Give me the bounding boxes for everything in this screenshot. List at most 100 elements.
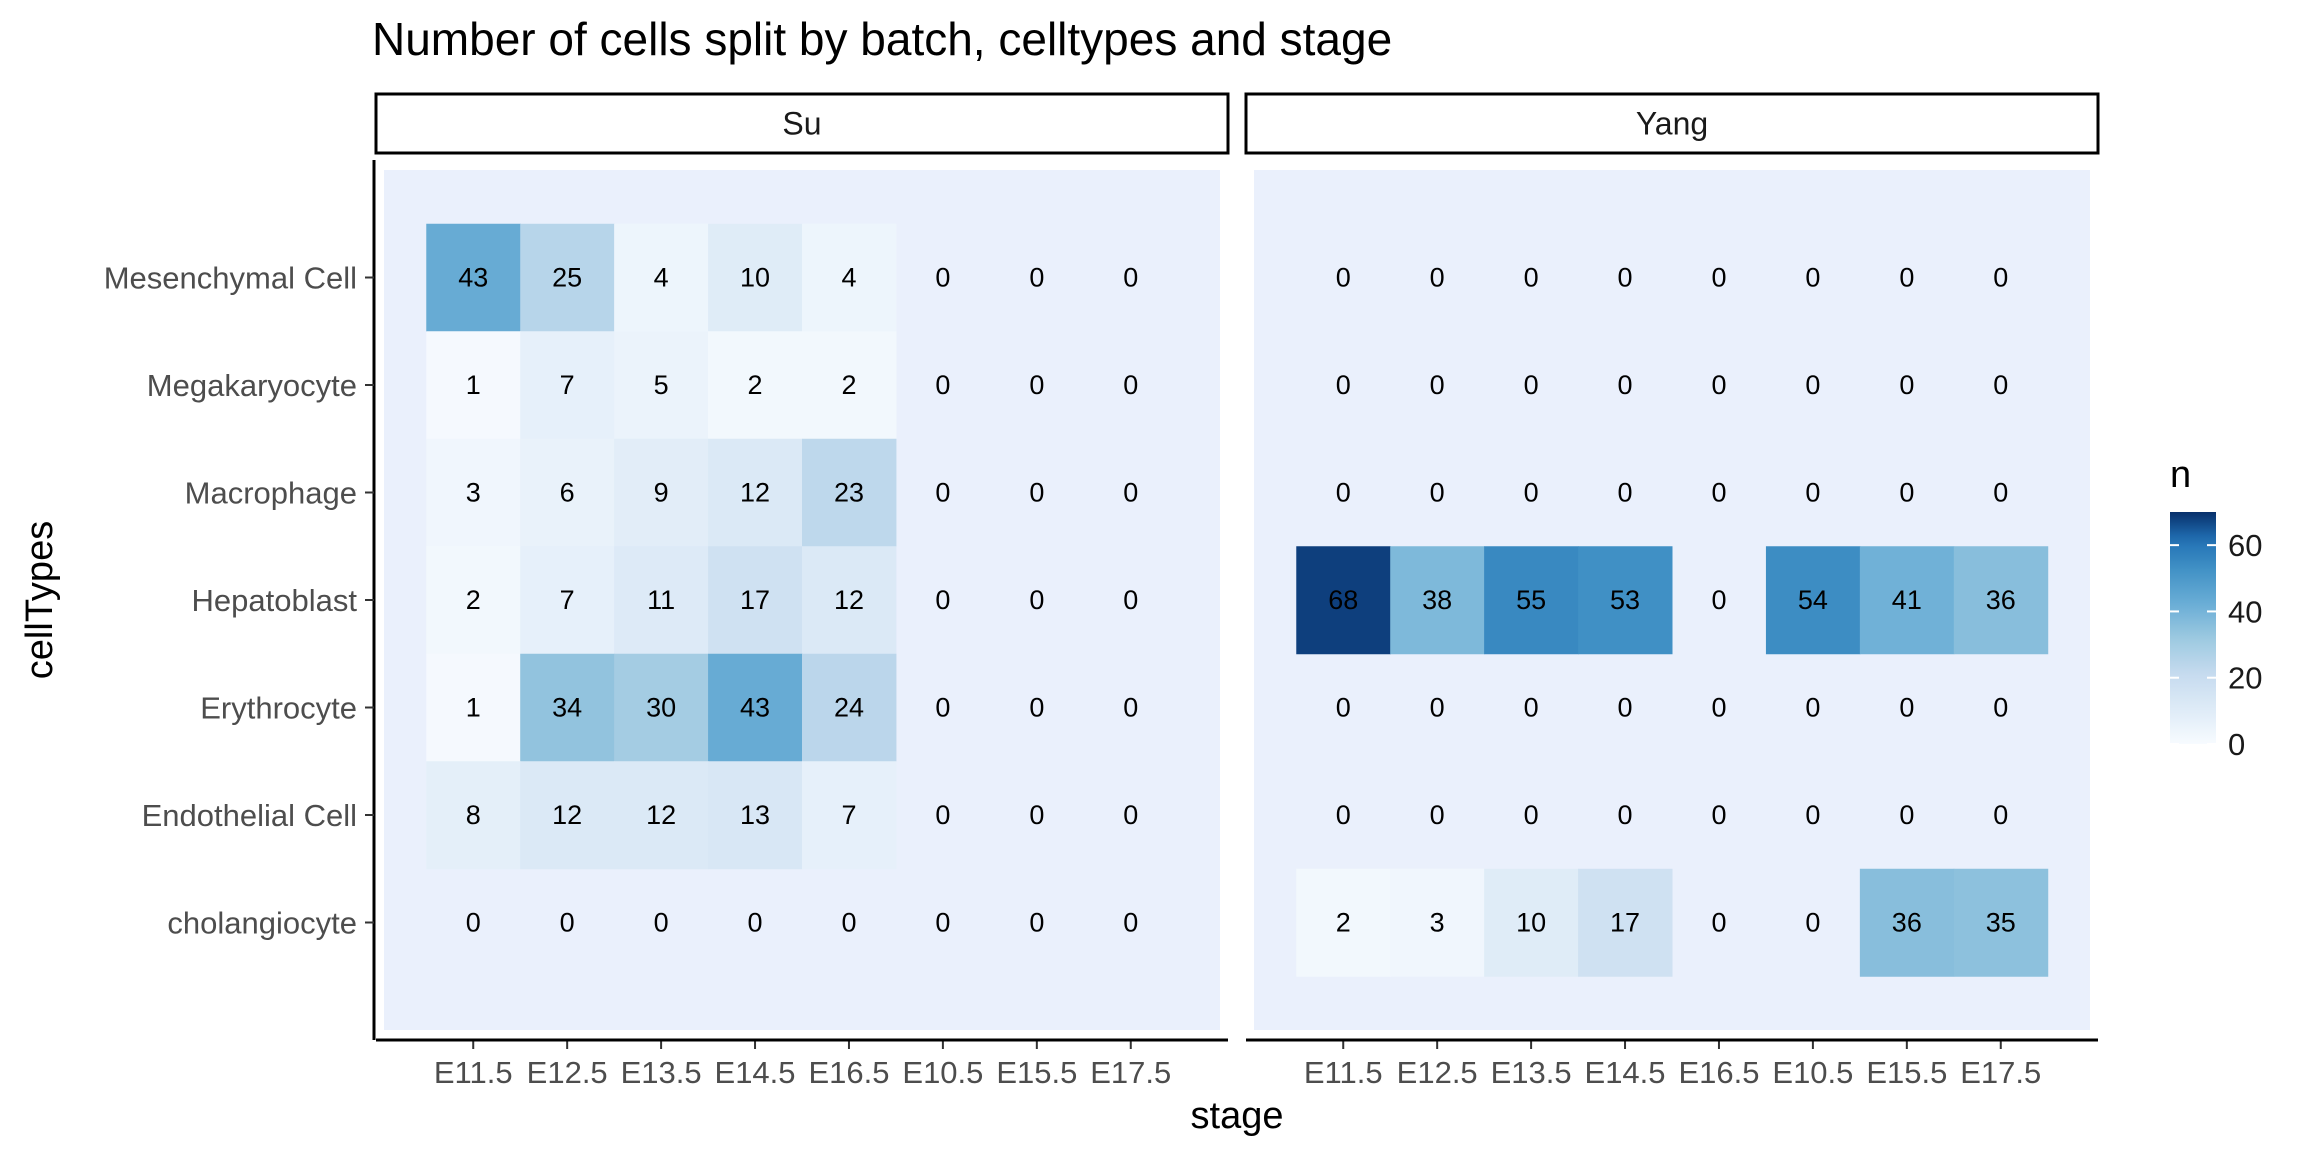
cell-value-label: 4 bbox=[841, 263, 856, 293]
x-tick-label: E10.5 bbox=[902, 1055, 983, 1090]
x-tick-label: E12.5 bbox=[527, 1055, 608, 1090]
cell-value-label: 12 bbox=[552, 800, 582, 830]
heatmap-cell bbox=[708, 223, 803, 332]
cell-value-label: 41 bbox=[1892, 585, 1922, 615]
cell-value-label: 0 bbox=[1993, 800, 2008, 830]
legend-tick-label: 20 bbox=[2228, 661, 2262, 696]
cell-value-label: 0 bbox=[1805, 800, 1820, 830]
heatmap-cell bbox=[426, 653, 521, 762]
cell-value-label: 0 bbox=[935, 370, 950, 400]
cell-value-label: 0 bbox=[654, 908, 669, 938]
heatmap-cell bbox=[520, 438, 615, 547]
y-tick-label: Hepatoblast bbox=[192, 583, 358, 618]
heatmap-cell bbox=[1578, 546, 1673, 655]
y-tick-label: Endothelial Cell bbox=[142, 798, 357, 833]
cell-value-label: 0 bbox=[1899, 370, 1914, 400]
cell-value-label: 3 bbox=[1430, 908, 1445, 938]
cell-value-label: 7 bbox=[560, 370, 575, 400]
y-tick-label: Macrophage bbox=[185, 476, 357, 511]
heatmap-cell bbox=[1953, 546, 2049, 655]
cell-value-label: 12 bbox=[740, 478, 770, 508]
heatmap-cell bbox=[1296, 868, 1391, 977]
cell-value-label: 30 bbox=[646, 693, 676, 723]
cell-value-label: 17 bbox=[740, 585, 770, 615]
cell-value-label: 0 bbox=[1430, 478, 1445, 508]
cell-value-label: 0 bbox=[1029, 478, 1044, 508]
facet-strip-yang bbox=[1244, 92, 2100, 155]
cell-value-label: 2 bbox=[1336, 908, 1351, 938]
cell-value-label: 0 bbox=[841, 908, 856, 938]
cell-value-label: 0 bbox=[1430, 693, 1445, 723]
cell-value-label: 24 bbox=[834, 693, 864, 723]
cell-value-label: 0 bbox=[1524, 478, 1539, 508]
cell-value-label: 0 bbox=[1805, 263, 1820, 293]
heatmap-cell bbox=[802, 331, 897, 440]
heatmap-cell bbox=[802, 438, 897, 547]
cell-value-label: 0 bbox=[1805, 693, 1820, 723]
cell-value-label: 0 bbox=[1618, 478, 1633, 508]
heatmap-cell bbox=[1765, 546, 1861, 655]
x-tick-label: E15.5 bbox=[1866, 1055, 1947, 1090]
cell-value-label: 0 bbox=[1029, 370, 1044, 400]
cell-value-label: 0 bbox=[935, 693, 950, 723]
facet-strip-su bbox=[374, 92, 1230, 155]
cell-value-label: 0 bbox=[1123, 478, 1138, 508]
facet-strip-label: Yang bbox=[1636, 106, 1708, 142]
y-tick-label: cholangiocyte bbox=[167, 906, 357, 941]
cell-value-label: 0 bbox=[1336, 263, 1351, 293]
cell-value-label: 3 bbox=[466, 478, 481, 508]
cell-value-label: 11 bbox=[647, 585, 675, 615]
heatmap-cell bbox=[1296, 546, 1391, 655]
heatmap-cell bbox=[426, 546, 521, 655]
cell-value-label: 0 bbox=[1711, 908, 1726, 938]
cell-value-label: 0 bbox=[1336, 693, 1351, 723]
cell-value-label: 0 bbox=[1993, 263, 2008, 293]
x-tick-label: E11.5 bbox=[1304, 1055, 1383, 1090]
heatmap-cell bbox=[614, 438, 709, 547]
cell-value-label: 0 bbox=[1336, 478, 1351, 508]
cell-value-label: 0 bbox=[1711, 585, 1726, 615]
heatmap-cell bbox=[1578, 868, 1673, 977]
heatmap-cell bbox=[614, 546, 709, 655]
x-tick-label: E17.5 bbox=[1960, 1055, 2041, 1090]
heatmap-cell bbox=[614, 223, 709, 332]
x-tick-label: E10.5 bbox=[1772, 1055, 1853, 1090]
cell-value-label: 0 bbox=[1993, 370, 2008, 400]
legend-tick-label: 40 bbox=[2228, 594, 2262, 629]
cell-value-label: 5 bbox=[654, 370, 669, 400]
cell-value-label: 1 bbox=[466, 370, 481, 400]
cell-value-label: 0 bbox=[466, 908, 481, 938]
cell-value-label: 43 bbox=[458, 263, 488, 293]
cell-value-label: 0 bbox=[1524, 370, 1539, 400]
heatmap-cell bbox=[614, 653, 709, 762]
cell-value-label: 0 bbox=[1993, 478, 2008, 508]
cell-value-label: 0 bbox=[1430, 263, 1445, 293]
cell-value-label: 8 bbox=[466, 800, 481, 830]
heatmap-cell bbox=[1484, 546, 1579, 655]
cell-value-label: 7 bbox=[841, 800, 856, 830]
cell-value-label: 43 bbox=[740, 693, 770, 723]
cell-value-label: 0 bbox=[1899, 478, 1914, 508]
x-tick-label: E13.5 bbox=[621, 1055, 702, 1090]
cell-value-label: 0 bbox=[1899, 800, 1914, 830]
cell-value-label: 23 bbox=[834, 478, 864, 508]
cell-value-label: 0 bbox=[935, 800, 950, 830]
cell-value-label: 0 bbox=[1618, 800, 1633, 830]
y-tick-label: Megakaryocyte bbox=[147, 368, 357, 403]
cell-value-label: 2 bbox=[748, 370, 763, 400]
cell-value-label: 17 bbox=[1610, 908, 1640, 938]
x-tick-label: E14.5 bbox=[715, 1055, 796, 1090]
legend-tick-label: 0 bbox=[2228, 727, 2245, 762]
heatmap-cell bbox=[1484, 868, 1579, 977]
cell-value-label: 0 bbox=[1029, 908, 1044, 938]
cell-value-label: 0 bbox=[1524, 693, 1539, 723]
cell-value-label: 12 bbox=[834, 585, 864, 615]
cell-value-label: 0 bbox=[1618, 693, 1633, 723]
x-tick-label: E11.5 bbox=[434, 1055, 513, 1090]
cell-value-label: 0 bbox=[1899, 693, 1914, 723]
cell-value-label: 0 bbox=[1430, 370, 1445, 400]
x-tick-label: E12.5 bbox=[1397, 1055, 1478, 1090]
cell-value-label: 6 bbox=[560, 478, 575, 508]
cell-value-label: 0 bbox=[935, 585, 950, 615]
legend-tick-label: 60 bbox=[2228, 528, 2262, 563]
